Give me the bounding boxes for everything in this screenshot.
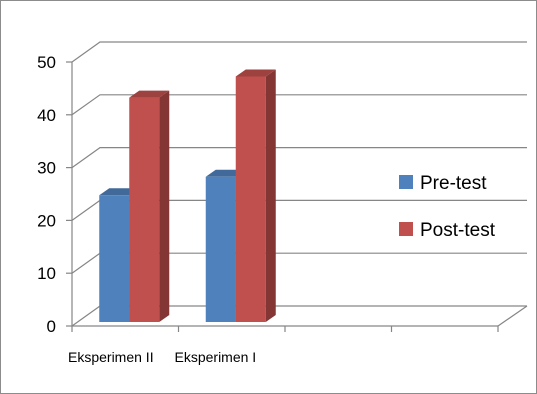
gridline — [71, 41, 527, 63]
y-tick-label: 10 — [37, 264, 56, 283]
bar-front — [129, 97, 160, 322]
legend-swatch — [399, 175, 413, 189]
chart-bars — [99, 69, 276, 322]
bar-top — [235, 69, 276, 77]
bar-side — [265, 69, 276, 322]
bar-front — [205, 176, 236, 322]
y-tick-label: 30 — [37, 159, 56, 178]
bar-top — [129, 90, 170, 98]
gridline — [71, 147, 527, 169]
x-tick-label: Eksperimen II — [68, 349, 154, 365]
x-tick-label: Eksperimen I — [175, 349, 257, 365]
legend-label: Pre-test — [420, 173, 487, 194]
bar — [235, 69, 276, 322]
legend-swatch — [399, 222, 413, 236]
gridline — [71, 94, 527, 116]
chart-labels: 0 10 20 30 40 50 Eksperimen II Eksperimen I — [37, 53, 256, 365]
legend-label: Post-test — [420, 220, 496, 241]
y-tick-label: 20 — [37, 211, 56, 230]
floor-edge — [497, 305, 528, 327]
y-tick-label: 0 — [47, 317, 56, 336]
bar-front — [99, 195, 130, 322]
y-tick-label: 40 — [37, 106, 56, 125]
bar-side — [159, 90, 170, 322]
chart-legend: Pre-test Post-test — [399, 173, 496, 241]
bar-front — [235, 76, 266, 322]
chart-axes — [66, 61, 528, 332]
chart-grid — [71, 41, 527, 327]
bar — [129, 90, 170, 322]
y-tick-label: 50 — [37, 53, 56, 72]
